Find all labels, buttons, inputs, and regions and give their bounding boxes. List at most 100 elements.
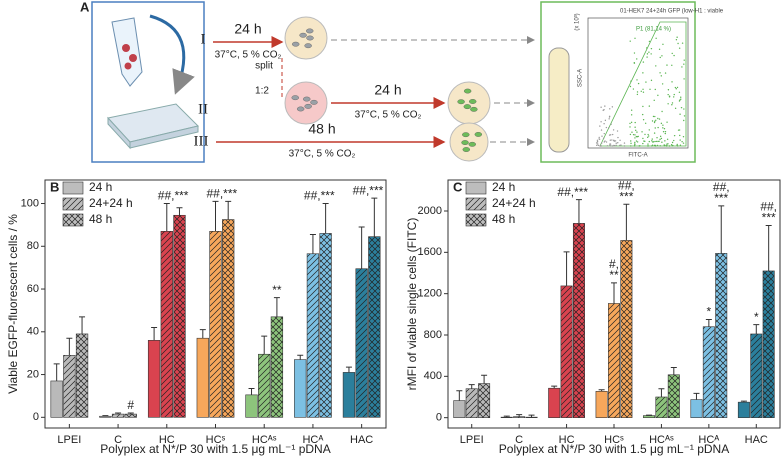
significance-label: *** (762, 211, 776, 225)
cytometry-event (666, 138, 669, 140)
y-tick-label: 80 (27, 240, 39, 252)
bar (368, 236, 381, 418)
cell (310, 99, 318, 105)
cytometry-event (661, 110, 663, 113)
bar (270, 316, 284, 418)
error-bar (297, 354, 304, 360)
bar (124, 413, 137, 418)
bar (99, 415, 112, 418)
conditions: 37°C, 5 % CO₂ (355, 110, 422, 121)
error-bar (623, 203, 630, 241)
cytometry-event (642, 137, 644, 140)
cytometry-event (677, 42, 679, 45)
legend-label: 24 h (89, 180, 112, 194)
cytometry-event (676, 144, 678, 147)
bar (667, 374, 680, 418)
cytometry-event (654, 145, 657, 147)
cell (469, 99, 477, 104)
panel-label: A (80, 0, 90, 14)
cytometry-event (636, 141, 639, 143)
cytometry-event (595, 142, 598, 144)
y-tick-label: 2000 (418, 205, 442, 217)
cytometry-event (634, 134, 636, 136)
cytometry-event (648, 105, 651, 107)
gate-label: P1 (81,14 %) (636, 27, 671, 33)
events (595, 36, 686, 147)
cytometry-event (673, 54, 675, 57)
bar (465, 388, 478, 418)
y-tick-label: 60 (27, 283, 39, 295)
bar (319, 233, 332, 418)
bar (595, 391, 608, 418)
cytometry-event (680, 96, 682, 98)
bar (453, 400, 466, 418)
cytometry-event (648, 129, 650, 131)
significance-label: ##, (713, 180, 730, 194)
panel-a: A I 24 h 37°C, 5 % CO₂ II split 1:2 24 h… (80, 0, 724, 163)
cytometry-event (633, 144, 636, 147)
cytometry-event (675, 88, 677, 90)
cytometry-event (647, 135, 650, 137)
cytometry-event (606, 145, 609, 147)
cytometry-event (636, 91, 639, 93)
error-bar (740, 400, 747, 403)
cytometry-event (660, 122, 663, 125)
cytometry-event (608, 118, 610, 120)
cytometry-event (651, 140, 653, 142)
cytometry-event (661, 55, 663, 57)
error-bar (151, 327, 158, 341)
cytometry-event (630, 140, 632, 142)
error-bar (79, 316, 86, 334)
error-bar (273, 297, 280, 317)
cytometry-event (681, 141, 683, 143)
cytometry-event (666, 121, 668, 123)
bar (750, 333, 763, 418)
bar (173, 214, 186, 418)
cytometry-event (631, 131, 633, 133)
significance-label: * (754, 310, 759, 324)
cytometry-event (633, 52, 636, 54)
cytometry-event (596, 141, 599, 143)
error-bar (66, 337, 73, 356)
cell (296, 106, 305, 112)
dish (284, 16, 328, 60)
error-bar (693, 392, 700, 400)
cytometry-event (683, 115, 686, 117)
error-bar (468, 384, 475, 389)
x-tick-label: C (515, 434, 523, 446)
cytometry-event (671, 81, 673, 83)
cytometry-event (602, 137, 605, 139)
significance-label: # (127, 398, 134, 412)
cytometry-event (609, 143, 611, 145)
cytometry-event (659, 56, 661, 59)
cytometry-event (668, 96, 671, 98)
cytometry-event (678, 47, 681, 49)
cytometry-event (657, 126, 659, 129)
cytometry-event (671, 64, 673, 66)
cytometry-event (683, 78, 685, 80)
cytometry-event (642, 142, 644, 145)
error-bar (261, 335, 268, 355)
cytometry-event (664, 130, 667, 133)
split-label: split (255, 61, 273, 72)
legend-swatch (62, 197, 84, 211)
flow-y-unit: (x 10³) (575, 13, 581, 30)
cytometry-event (612, 129, 615, 131)
x-tick-label: C (114, 434, 122, 446)
cytometry-event (600, 121, 602, 123)
route-numeral: I (201, 31, 206, 47)
cytometry-event (671, 52, 673, 55)
dish (284, 81, 328, 125)
cytometry-event (597, 144, 600, 147)
tube-icon (107, 14, 199, 150)
cytometry-event (645, 81, 647, 83)
cytometry-event (654, 88, 656, 91)
x-tick-label: HC (559, 434, 575, 446)
cytometry-event (634, 121, 636, 124)
route-numeral: II (198, 101, 208, 117)
cytometry-event (657, 117, 659, 120)
bar (643, 415, 656, 418)
cytometry-event (601, 135, 603, 137)
legend-swatch (465, 213, 487, 227)
cytometry-event (608, 127, 610, 129)
